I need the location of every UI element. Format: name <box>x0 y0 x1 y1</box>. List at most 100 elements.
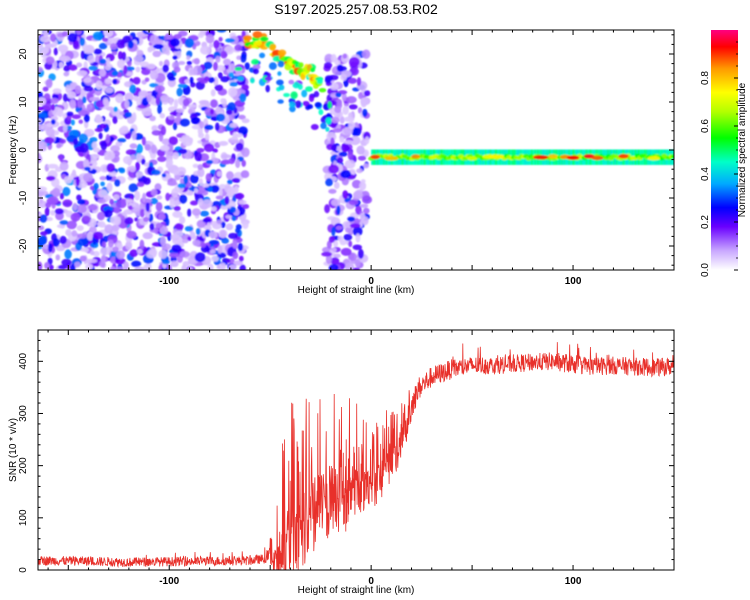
spectrogram-blob <box>89 185 95 191</box>
spectrogram-blob <box>210 89 216 97</box>
spectrogram-blob <box>173 200 179 206</box>
spectrogram-blob <box>227 179 233 185</box>
spectrogram-blob <box>142 232 153 240</box>
spectrogram-blob <box>250 77 255 84</box>
figure-title: S197.2025.257.08.53.R02 <box>274 1 438 17</box>
spectrogram-blob <box>103 30 114 38</box>
spectrogram-blob <box>217 252 227 259</box>
spectrogram-blob <box>89 250 95 256</box>
spectrogram-blob <box>343 140 354 145</box>
spectrogram-blob <box>100 181 105 187</box>
spectrogram-blob <box>342 190 349 200</box>
spectrogram-blob <box>204 124 214 131</box>
spectrogram-blob <box>189 231 196 240</box>
spectrogram-blob <box>111 224 120 232</box>
spectrogram-blob <box>207 263 214 270</box>
spectrogram-blob <box>55 254 61 261</box>
spectrogram-blob <box>168 252 180 258</box>
spectrogram-blob <box>339 136 345 143</box>
spectrogram-blob <box>229 81 238 87</box>
spectrogram-blob <box>290 91 298 99</box>
spectrogram-blob <box>144 143 151 151</box>
spectrogram-blob <box>97 198 106 204</box>
spectrogram-blob <box>149 223 155 231</box>
spectrogram-blob <box>139 61 150 68</box>
spectrogram-blob <box>252 68 259 75</box>
colorbar-tick-label: 0.8 <box>700 71 711 85</box>
spectrogram-blob <box>310 124 319 130</box>
spectrogram-blob <box>203 61 213 70</box>
spectrogram-blob <box>182 238 189 244</box>
spectrogram-blob <box>316 78 323 85</box>
spectrogram-blob <box>239 264 246 270</box>
spectrogram-blob <box>361 195 373 204</box>
spectrogram-blob <box>90 242 99 249</box>
spectrogram-blob <box>50 119 56 125</box>
spectrogram-blob <box>79 255 87 262</box>
spectrogram-blob <box>411 154 421 159</box>
spectrogram-blob <box>128 183 139 193</box>
spectrogram-blob <box>38 235 47 246</box>
spectrogram-blob <box>53 47 58 56</box>
spectrogram-blob <box>352 244 363 251</box>
spectrogram-blob <box>140 91 149 97</box>
spectrogram-blob <box>132 76 141 85</box>
spectrogram-blob <box>193 66 198 76</box>
y-tick-label: 400 <box>18 353 29 370</box>
spectrogram-blob <box>148 213 154 223</box>
spectrogram-blob <box>209 108 215 115</box>
spectrogram-blob <box>174 223 184 231</box>
spectrogram-blob <box>216 64 226 72</box>
spectrogram-blob <box>61 258 72 267</box>
spectrogram-blob <box>240 53 247 63</box>
spectrogram-blob <box>302 101 310 107</box>
spectrogram-blob <box>326 113 332 118</box>
spectrogram-blob <box>38 140 45 149</box>
spectrogram-blob <box>173 98 179 109</box>
spectrogram-blob <box>100 254 106 264</box>
spectrogram-blob <box>208 43 214 48</box>
spectrogram-blob <box>215 113 226 122</box>
spectrogram-blob <box>69 82 77 90</box>
spectrogram-blob <box>192 239 201 247</box>
spectrogram-blob <box>200 45 211 55</box>
spectrogram-blob <box>50 209 56 216</box>
spectrogram-blob <box>71 230 78 237</box>
spectrogram-blob <box>129 84 137 94</box>
spectrogram-blob <box>218 187 223 198</box>
spectrogram-blob <box>336 65 347 72</box>
spectrogram-blob <box>135 152 143 162</box>
spectrogram-blob <box>109 43 118 50</box>
spectrogram-blob <box>100 141 107 151</box>
spectrogram-blob <box>48 196 59 205</box>
spectrogram-blob <box>356 77 362 87</box>
spectrogram-blob <box>184 38 195 48</box>
spectrogram-blob <box>277 49 287 56</box>
spectrogram-blob <box>45 78 53 89</box>
colorbar-gradient <box>711 30 738 270</box>
colorbar-label: Normalized spectral amplitude <box>737 82 748 217</box>
spectrogram-blob <box>191 208 201 216</box>
snr-frame <box>37 329 675 571</box>
spectrogram-blob <box>62 93 69 103</box>
spectrogram-blob <box>186 60 193 66</box>
spectrogram-blob <box>142 192 147 203</box>
spectrogram-blob <box>225 223 234 231</box>
spectrogram-blob <box>353 190 363 199</box>
spectrogram-blob <box>179 251 190 258</box>
spectrogram-blob <box>172 122 178 131</box>
spectrogram-blob <box>143 216 149 222</box>
y-tick-label: 0 <box>18 147 29 153</box>
spectrogram-blob <box>77 199 86 205</box>
spectrogram-blob <box>119 111 125 116</box>
spectrogram-blob <box>331 226 336 237</box>
spectrogram-blob <box>177 60 186 66</box>
spectrogram-blob <box>159 236 167 246</box>
spectrogram-blob <box>92 31 104 41</box>
spectrogram-blob <box>115 141 123 147</box>
spectrogram-blob <box>112 115 118 124</box>
spectrogram-blob <box>63 175 73 184</box>
spectrogram-blob <box>135 135 144 140</box>
snr-ylabel: SNR (10 * v/v) <box>8 418 19 482</box>
spectrogram-blob <box>327 101 332 109</box>
